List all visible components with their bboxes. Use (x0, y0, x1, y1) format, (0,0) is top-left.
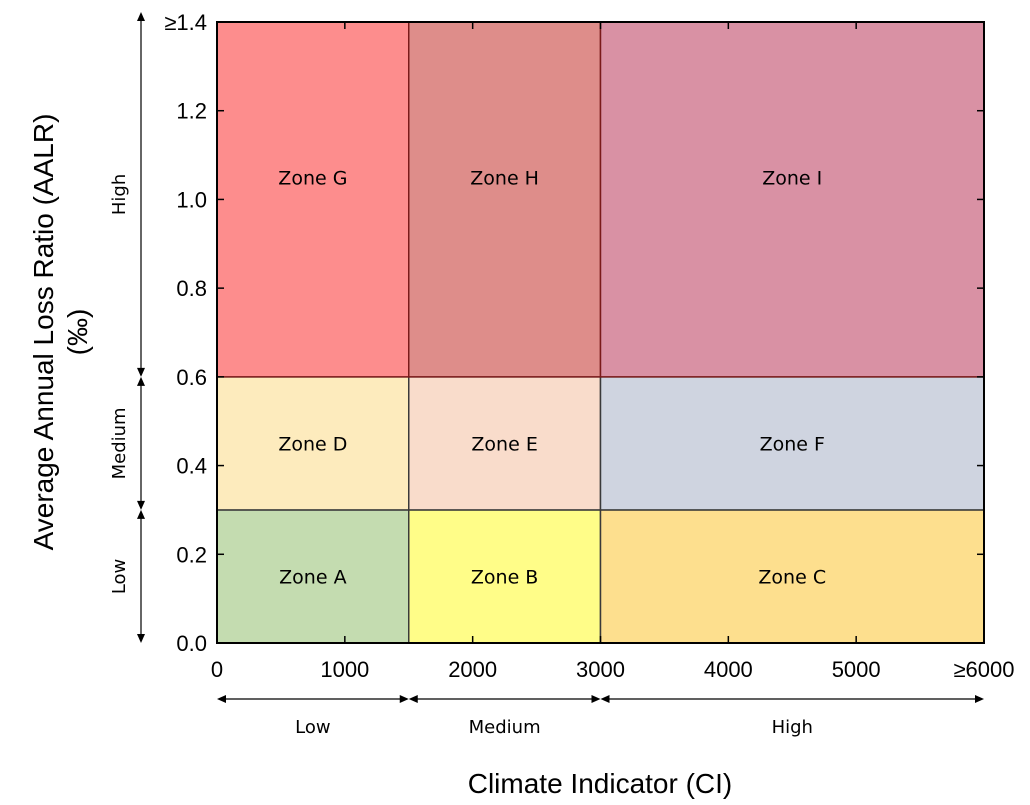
y-band-label-medium: Medium (109, 407, 130, 479)
y-axis-title-line1: Average Annual Loss Ratio (AALR) (28, 114, 59, 551)
zone-e-cell (408, 376, 602, 511)
y-tick-label: 0.8 (176, 276, 207, 301)
ticks-layer: 0 1000 2000 3000 4000 5000 ≥6000 0.0 0.2 0.4 0.6 0.… (164, 10, 1014, 682)
zone-d-label: Zone D (278, 433, 347, 455)
band-arrow-head (137, 500, 145, 510)
y-tick-label: ≥1.4 (164, 10, 207, 35)
band-arrow-head (137, 376, 145, 386)
band-arrow-head (137, 509, 145, 519)
x-axis-title: Climate Indicator (CI) (468, 768, 733, 799)
y-tick-label: 1.2 (176, 99, 207, 124)
zone-c-label: Zone C (758, 566, 826, 588)
zone-i-cell (599, 21, 985, 378)
band-arrow-head (217, 695, 226, 703)
y-band-label-high: High (109, 174, 130, 215)
zone-d-cell (216, 376, 410, 511)
y-axis-title-line2: (‰) (62, 309, 93, 356)
x-band-label-medium: Medium (469, 717, 541, 738)
x-tick-label: 0 (211, 657, 223, 682)
zone-h-cell (408, 21, 602, 378)
x-tick-label: 3000 (576, 657, 625, 682)
band-arrow-head (591, 695, 601, 703)
x-tick-label: 5000 (832, 657, 881, 682)
zone-f-label: Zone F (760, 433, 825, 455)
x-tick-label: 1000 (320, 657, 369, 682)
band-arrow-head (600, 695, 610, 703)
zone-g-label: Zone G (278, 167, 347, 189)
band-arrow-head (408, 695, 418, 703)
zone-b-cell (408, 509, 602, 644)
band-arrow-head (137, 634, 145, 643)
y-tick-label: 0.6 (176, 365, 207, 390)
x-band-label-low: Low (295, 717, 330, 738)
zone-i-label: Zone I (762, 167, 822, 189)
band-arrow-head (399, 695, 409, 703)
band-arrow-head (137, 12, 145, 21)
band-arrow-head (137, 367, 145, 377)
zone-b-label: Zone B (471, 566, 538, 588)
zone-h-label: Zone H (470, 167, 539, 189)
x-band-label-high: High (772, 717, 813, 738)
x-tick-label: ≥6000 (953, 657, 1014, 682)
zones-layer: Zone A Zone B Zone C Zone D Zone E Zone F Zone… (216, 21, 985, 644)
y-tick-label: 0.2 (176, 542, 207, 567)
zone-e-label: Zone E (471, 433, 537, 455)
x-tick-label: 2000 (448, 657, 497, 682)
zone-f-cell (599, 376, 985, 511)
band-arrow-head (975, 695, 984, 703)
y-tick-label: 0.0 (176, 631, 207, 656)
zone-a-cell (216, 509, 410, 644)
zone-g-cell (216, 21, 410, 378)
y-band-label-low: Low (109, 559, 130, 594)
x-tick-label: 4000 (704, 657, 753, 682)
bands-layer: Low Medium High Low Medium High (109, 12, 984, 738)
zone-a-label: Zone A (279, 566, 346, 588)
y-tick-label: 0.4 (176, 454, 207, 479)
y-tick-label: 1.0 (176, 187, 207, 212)
